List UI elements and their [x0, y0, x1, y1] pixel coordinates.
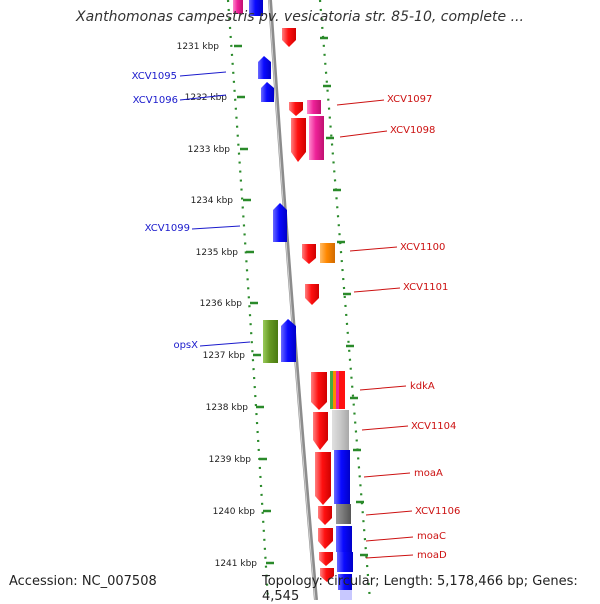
leader-line — [365, 536, 414, 542]
gene-label-xcv1097[interactable]: XCV1097 — [387, 94, 432, 105]
scale-tick-label: 1233 kbp — [188, 145, 231, 155]
leader-line — [179, 71, 227, 77]
backbone-highlight — [268, 0, 316, 600]
gene-label-opsx[interactable]: opsX — [173, 340, 198, 351]
gene-xcv1106-a — [318, 506, 332, 525]
scale-tick-label: 1235 kbp — [196, 248, 239, 258]
gene-opsx — [263, 320, 278, 363]
gene-partial-pink — [233, 0, 243, 14]
leader-line — [365, 510, 413, 516]
gene-xcv1096 — [261, 82, 274, 102]
gene-kdka-b — [330, 371, 333, 409]
gene-label-moad[interactable]: moaD — [417, 550, 447, 561]
accession-label: Accession: NC_007508 — [9, 574, 157, 589]
gene-moaa-b — [334, 450, 350, 504]
leader-line — [359, 385, 407, 391]
gene-label-kdka[interactable]: kdkA — [410, 381, 435, 392]
gene-kdka-e — [339, 371, 345, 409]
gene-label-xcv1104[interactable]: XCV1104 — [411, 421, 456, 432]
gene-label-moac[interactable]: moaC — [417, 531, 446, 542]
gene-xcv1098-a — [291, 118, 306, 162]
leader-line — [191, 225, 241, 230]
gene-xcv1106-b — [336, 504, 351, 524]
scale-tick-label: 1241 kbp — [215, 559, 258, 569]
gene-label-xcv1100[interactable]: XCV1100 — [400, 242, 445, 253]
scale-axis: 1231 kbp 1232 kbp 1233 kbp 1234 kbp 1235… — [177, 42, 274, 569]
right-scale-dashes — [320, 36, 368, 557]
gene-partial-blue — [249, 0, 263, 16]
leader-line — [336, 99, 385, 106]
scale-tick-label: 1231 kbp — [177, 42, 220, 52]
gene-kdka-a — [311, 372, 327, 410]
scale-tick-label: 1240 kbp — [213, 507, 256, 517]
gene-moac-a — [318, 528, 333, 549]
gene-xcv1097-a — [289, 102, 303, 116]
scale-tick-label: 1236 kbp — [200, 299, 243, 309]
gene-xcv1099 — [273, 203, 287, 242]
gene-xcv1100-b — [320, 243, 335, 263]
gene-label-xcv1095[interactable]: XCV1095 — [132, 71, 177, 82]
gene-xcv1097-b — [307, 100, 321, 114]
gene-xcv1095 — [258, 56, 271, 79]
leader-line — [349, 246, 398, 252]
gene-partial-red — [282, 28, 296, 47]
scale-tick-label: 1239 kbp — [209, 455, 252, 465]
gene-bottom-lavender — [340, 590, 352, 600]
gene-xcv1100-a — [302, 244, 316, 264]
scale-tick-label: 1237 kbp — [203, 351, 246, 361]
gene-moac-b — [336, 526, 352, 552]
leader-line — [199, 341, 251, 347]
gene-bottom-red — [320, 568, 334, 582]
map-title: Xanthomonas campestris pv. vesicatoria s… — [76, 9, 524, 25]
gene-xcv1104-b — [332, 410, 349, 450]
leader-line — [361, 425, 409, 431]
gene-bottom-blue — [338, 574, 352, 590]
gene-moad-a — [319, 552, 333, 566]
scale-tick-label: 1232 kbp — [185, 93, 228, 103]
gene-label-xcv1098[interactable]: XCV1098 — [390, 125, 435, 136]
gene-xcv1101 — [305, 284, 319, 305]
scale-tick-label: 1234 kbp — [191, 196, 234, 206]
gene-label-moaa[interactable]: moaA — [414, 468, 443, 479]
right-gene-labels: XCV1097 XCV1098 XCV1100 XCV1101 kdkA XCV… — [336, 94, 460, 561]
gene-kdka-d — [336, 371, 339, 409]
gene-label-xcv1106[interactable]: XCV1106 — [415, 506, 460, 517]
left-gene-labels: XCV1095 XCV1096 XCV1099 opsX — [132, 71, 251, 351]
gene-moad-b — [337, 552, 353, 572]
gene-moaa-a — [315, 452, 331, 505]
gene-label-xcv1101[interactable]: XCV1101 — [403, 282, 448, 293]
leader-line — [365, 554, 414, 559]
leader-line — [363, 472, 411, 478]
leader-line — [339, 130, 388, 138]
leader-line — [179, 94, 227, 101]
gene-label-xcv1096[interactable]: XCV1096 — [133, 95, 178, 106]
scale-tick-label: 1238 kbp — [206, 403, 249, 413]
gene-xcv1098-b — [309, 116, 324, 160]
gene-kdka-c — [333, 371, 336, 409]
gene-label-xcv1099[interactable]: XCV1099 — [145, 223, 190, 234]
gene-opsx-neighbor — [281, 319, 296, 362]
gene-xcv1104-a — [313, 412, 328, 450]
genome-backbone — [268, 0, 318, 600]
leader-line — [353, 287, 401, 293]
